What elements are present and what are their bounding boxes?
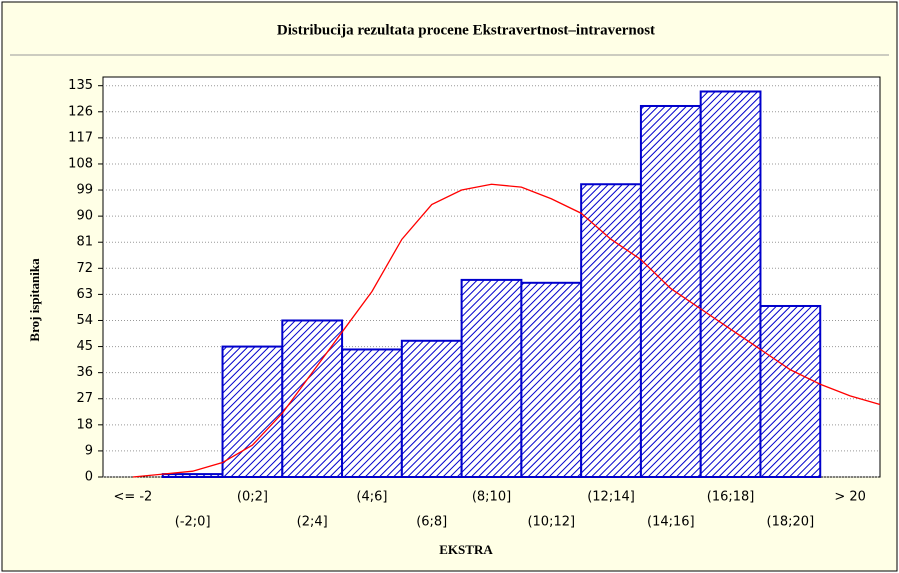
- y-tick-label: 9: [85, 443, 93, 458]
- bar: [699, 90, 762, 478]
- y-tick-label: 72: [76, 261, 93, 276]
- bar: [341, 348, 403, 479]
- x-tick-label: (0;2]: [237, 490, 268, 505]
- y-tick-label: 54: [76, 313, 93, 328]
- y-tick-label: 0: [85, 470, 93, 485]
- y-tick-label: 27: [76, 391, 93, 406]
- x-tick-label: > 20: [834, 490, 866, 505]
- y-tick-label: 63: [76, 287, 93, 302]
- x-tick-label: (16;18]: [707, 490, 755, 505]
- x-tick-label: (4;6]: [356, 490, 387, 505]
- x-tick-label: <= -2: [113, 490, 152, 505]
- y-tick-label: 18: [76, 417, 93, 432]
- y-tick-label: 90: [76, 209, 93, 224]
- x-axis-label: EKSTRA: [439, 542, 493, 557]
- x-tick-label: (8;10]: [472, 490, 511, 505]
- y-tick-label: 36: [76, 365, 93, 380]
- bar: [639, 104, 702, 478]
- x-tick-label: (10;12]: [527, 515, 575, 530]
- bar: [400, 339, 463, 479]
- y-tick-label: 45: [76, 339, 93, 354]
- chart-title: Distribucija rezultata procene Ekstraver…: [277, 22, 655, 38]
- x-tick-label: (14;16]: [647, 515, 695, 530]
- x-tick-label: (-2;0]: [175, 515, 211, 530]
- y-tick-label: 135: [68, 78, 93, 93]
- bar: [759, 304, 822, 478]
- y-axis-label: Broj ispitanika: [27, 258, 42, 342]
- y-tick-label: 99: [76, 183, 93, 198]
- normal-curve: [132, 183, 881, 478]
- y-tick-label: 126: [68, 104, 93, 119]
- bar: [221, 345, 284, 478]
- y-tick-label: 117: [68, 130, 93, 145]
- bar: [580, 183, 642, 479]
- x-tick-label: (12;14]: [587, 490, 635, 505]
- y-tick-label: 108: [68, 156, 93, 171]
- bar: [161, 473, 224, 478]
- bar: [460, 278, 523, 479]
- y-tick-label: 81: [76, 235, 93, 250]
- x-tick-label: (6;8]: [416, 515, 447, 530]
- x-tick-label: (2;4]: [297, 515, 328, 530]
- x-tick-label: (18;20]: [767, 515, 815, 530]
- bar: [520, 281, 583, 478]
